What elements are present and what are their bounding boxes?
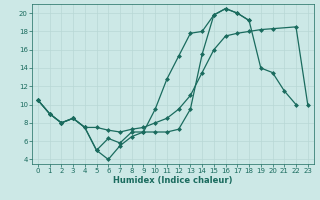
X-axis label: Humidex (Indice chaleur): Humidex (Indice chaleur)	[113, 176, 233, 185]
